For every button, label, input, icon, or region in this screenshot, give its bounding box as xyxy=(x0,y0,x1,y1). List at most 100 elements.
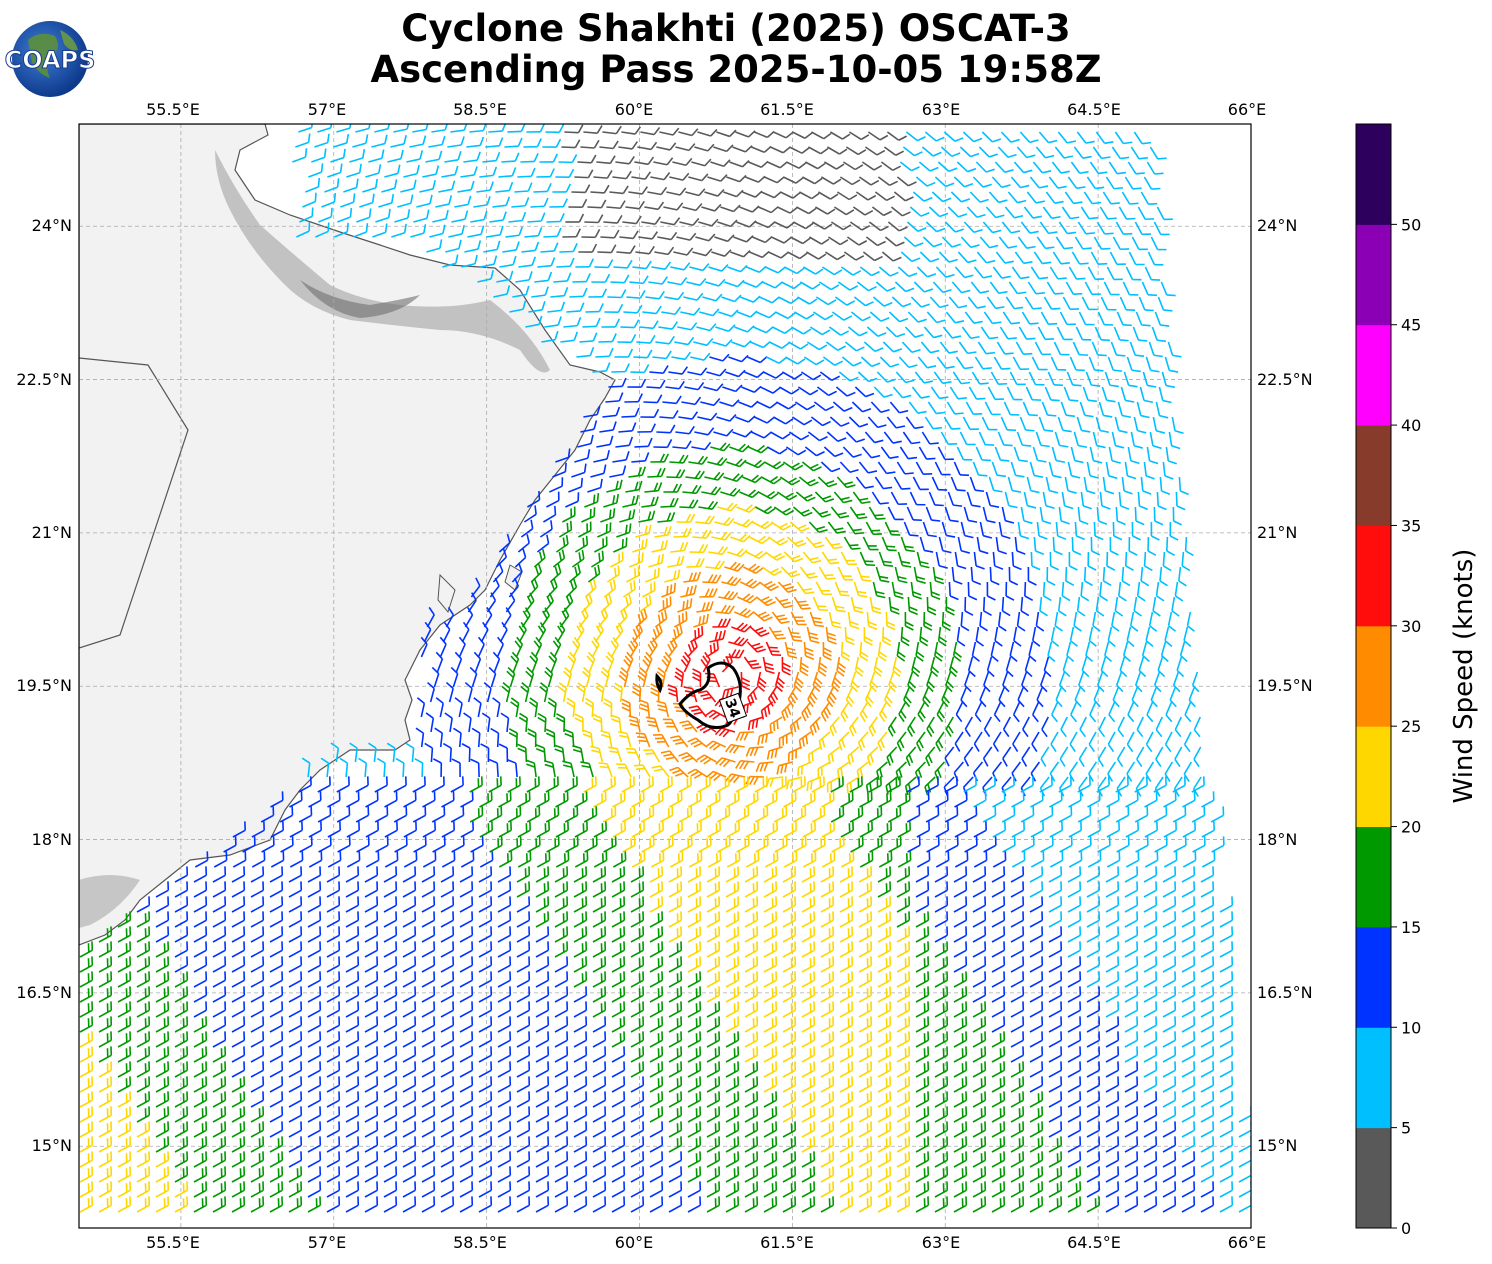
wind-barb xyxy=(1092,146,1111,160)
wind-barb xyxy=(723,189,744,198)
wind-barb xyxy=(701,203,722,212)
wind-barb xyxy=(1010,176,1030,189)
wind-barb xyxy=(688,173,709,182)
wind-barb xyxy=(669,172,690,181)
wind-barb xyxy=(842,161,864,171)
colorbar-tick-label: 25 xyxy=(1401,717,1421,736)
lon-tick-label: 58.5°E xyxy=(453,100,507,119)
wind-barb xyxy=(1016,146,1036,159)
wind-barb xyxy=(1156,206,1173,221)
wind-barb xyxy=(780,191,801,199)
wind-barb xyxy=(317,124,334,133)
wind-barb xyxy=(663,202,684,211)
colorbar-segment xyxy=(1356,425,1391,526)
wind-barb xyxy=(644,201,665,211)
wind-barb xyxy=(349,149,366,163)
wind-barb xyxy=(539,153,559,163)
colorbar-segment xyxy=(1356,1027,1391,1129)
wind-barb xyxy=(577,154,597,164)
wind-barb xyxy=(1073,146,1092,159)
wind-barb xyxy=(549,198,568,208)
lat-tick-label: 22.5°N xyxy=(1257,370,1313,389)
wind-barb xyxy=(381,179,398,193)
wind-barb xyxy=(466,136,485,148)
wind-barb xyxy=(507,124,526,133)
lat-tick-label: 18°N xyxy=(32,830,72,849)
colorbar-tick-label: 45 xyxy=(1401,316,1421,335)
wind-barb xyxy=(587,199,607,209)
wind-barb xyxy=(352,134,369,148)
wind-barb xyxy=(962,131,983,143)
wind-barb xyxy=(498,167,517,178)
wind-barb xyxy=(318,207,333,223)
wind-barb xyxy=(526,124,546,133)
wind-barb xyxy=(820,176,842,185)
wind-barb xyxy=(918,161,939,172)
lon-tick-label: 64.5°E xyxy=(1067,100,1121,119)
wind-barb xyxy=(416,194,433,208)
wind-barb xyxy=(1029,176,1049,189)
wind-barb xyxy=(460,166,478,178)
wind-barb xyxy=(902,146,923,157)
wind-barb xyxy=(981,131,1002,143)
wind-barb xyxy=(852,206,874,216)
wind-barb xyxy=(337,208,353,223)
wind-barb xyxy=(893,191,914,202)
wind-barb xyxy=(1089,161,1108,175)
wind-barb xyxy=(685,188,706,197)
wind-barb xyxy=(378,193,395,208)
lat-tick-label: 22.5°N xyxy=(16,370,72,389)
lon-tick-label: 57°E xyxy=(308,100,346,119)
wind-barb xyxy=(912,191,933,202)
wind-barb xyxy=(786,161,807,169)
lon-tick-label: 58.5°E xyxy=(453,1233,507,1252)
wind-barb xyxy=(969,191,989,203)
wind-barb xyxy=(419,180,436,193)
wind-barb xyxy=(732,145,753,153)
wind-barb xyxy=(1038,131,1058,144)
lon-tick-label: 63°E xyxy=(922,1233,960,1252)
wind-barb xyxy=(469,124,488,133)
lon-tick-label: 57°E xyxy=(308,1233,346,1252)
wind-barb xyxy=(324,178,340,193)
wind-barb xyxy=(682,203,703,212)
wind-barb xyxy=(390,135,407,148)
lat-tick-label: 18°N xyxy=(1257,830,1297,849)
wind-barb xyxy=(991,176,1011,189)
wind-barb xyxy=(713,144,734,153)
wind-barb xyxy=(501,152,520,163)
wind-barb xyxy=(691,158,712,167)
wind-barb xyxy=(871,206,892,217)
wind-barb xyxy=(994,161,1014,174)
lat-tick-label: 16.5°N xyxy=(1257,983,1313,1002)
wind-barb xyxy=(909,206,930,217)
lat-tick-label: 19.5°N xyxy=(1257,676,1313,695)
wind-barb xyxy=(406,150,424,163)
wind-barb xyxy=(1143,176,1161,190)
wind-barb xyxy=(536,168,555,178)
wind-barb xyxy=(886,131,908,141)
title-line-1: Cyclone Shakhti (2025) OSCAT-3 xyxy=(401,7,1070,50)
wind-barb xyxy=(896,176,917,187)
wind-barb xyxy=(845,146,867,156)
wind-barb xyxy=(808,146,829,155)
wind-barb xyxy=(305,177,321,193)
wind-barb xyxy=(956,161,977,173)
wind-barb xyxy=(997,146,1017,158)
wind-barb xyxy=(558,154,578,164)
wind-barb xyxy=(672,157,693,167)
wind-barb xyxy=(735,130,756,138)
wind-barb xyxy=(476,181,494,193)
lon-tick-label: 66°E xyxy=(1228,1233,1266,1252)
wind-barb xyxy=(621,126,642,135)
wind-barb xyxy=(647,186,668,196)
lat-tick-label: 24°N xyxy=(32,216,72,235)
wind-barb xyxy=(302,192,317,208)
wind-barb xyxy=(1045,191,1064,204)
wind-barb xyxy=(1057,131,1077,144)
wind-barb xyxy=(514,182,533,193)
wind-barb xyxy=(520,152,539,163)
wind-barb xyxy=(829,131,851,140)
wind-barb xyxy=(444,151,462,163)
wind-barb xyxy=(937,161,958,173)
